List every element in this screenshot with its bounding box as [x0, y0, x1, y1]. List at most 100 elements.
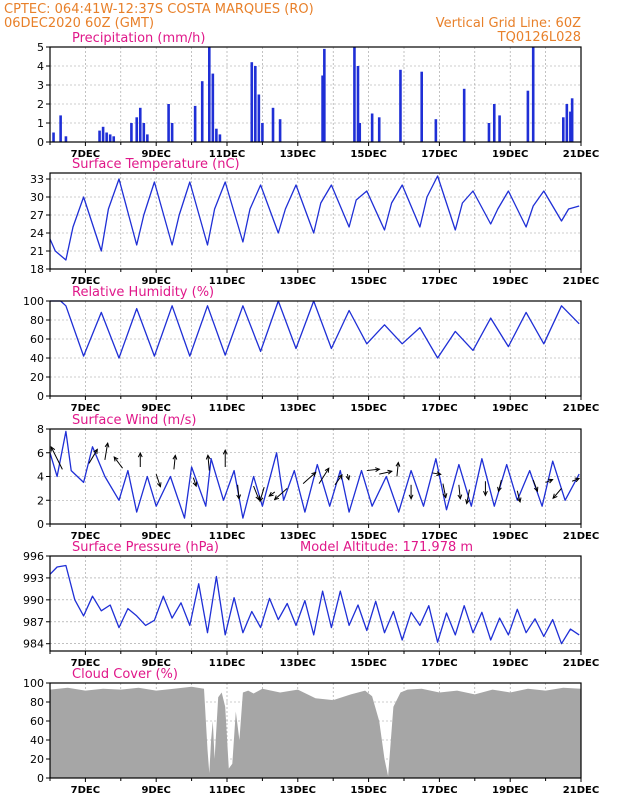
x-tick-label: 9DEC — [141, 785, 170, 796]
y-tick-label: 3 — [37, 79, 44, 92]
x-tick-label: 13DEC — [280, 149, 316, 160]
wind-arrow-head — [137, 451, 143, 458]
header-grid-note: Vertical Grid Line: 60Z — [436, 16, 581, 31]
wind-arrow — [205, 454, 211, 471]
wind-arrow-shaft — [302, 472, 317, 484]
wind-arrow — [442, 483, 448, 499]
x-tick-label: 19DEC — [492, 785, 528, 796]
wind-arrow-shaft — [237, 484, 240, 499]
wind-arrow — [172, 454, 178, 470]
wind-arrow-shaft — [207, 455, 210, 471]
wind-arrow — [345, 474, 351, 481]
wind-arrow-head — [104, 441, 110, 448]
y-tick-label: 21 — [30, 245, 44, 258]
wind-arrow-head — [457, 494, 463, 500]
plot-frame — [49, 46, 582, 143]
x-tick-label: 7DEC — [71, 149, 100, 160]
precip-bar — [112, 136, 116, 142]
wind-arrow-shaft — [396, 462, 399, 477]
wind-arrow-head — [268, 491, 274, 497]
wind-arrow — [113, 456, 123, 469]
precip-bar — [434, 119, 438, 142]
x-tick-label: 17DEC — [421, 658, 457, 669]
precip-bar — [570, 98, 574, 142]
wind-arrow-head — [375, 467, 381, 473]
wind-arrow-head — [442, 493, 448, 499]
wind-arrow-shaft — [458, 484, 461, 499]
y-tick-label: 993 — [23, 572, 44, 585]
wind-arrow-head — [516, 497, 522, 504]
precip-bar — [105, 132, 108, 142]
wind-arrow-head — [465, 499, 470, 505]
panel-cloud-cover: Cloud Cover (%) 0 20 40 60 80 100 7DEC 9DEC 11DE… — [23, 667, 599, 796]
wind-arrow — [465, 489, 470, 505]
wind-arrow-shaft — [532, 479, 538, 492]
wind-arrow — [571, 477, 581, 483]
wind-arrow — [155, 473, 162, 488]
y-tick-label: 100 — [23, 295, 44, 308]
x-tick-label: 21DEC — [563, 276, 599, 287]
precip-bar — [142, 123, 146, 142]
x-tick-label: 19DEC — [492, 403, 528, 414]
y-tick-label: 0 — [37, 390, 44, 403]
precip-bar — [569, 111, 572, 142]
panel-title: Surface Wind (m/s) — [72, 413, 196, 428]
precip-bar — [261, 123, 264, 142]
precip-bar — [356, 66, 360, 142]
plot-frame — [49, 172, 582, 270]
precip-bar — [108, 134, 112, 142]
x-tick-label: 7DEC — [71, 276, 100, 287]
wind-arrow-shaft — [50, 446, 63, 470]
precip-bar — [170, 123, 174, 142]
wind-arrow-head — [497, 486, 502, 493]
header-location: CPTEC: 064:41W-12:37S COSTA MARQUES (RO) — [4, 2, 314, 17]
precip-bar — [218, 134, 222, 142]
wind-arrow-head — [222, 449, 228, 455]
x-tick-label: 13DEC — [280, 658, 316, 669]
wind-arrow-shaft — [498, 479, 502, 492]
wind-arrow-head — [113, 456, 119, 462]
precip-bar — [193, 105, 197, 142]
x-tick-label: 19DEC — [492, 531, 528, 542]
x-tick-label: 13DEC — [280, 785, 316, 796]
panel-annotation: Model Altitude: 171.978 m — [300, 540, 473, 555]
wind-arrow-shaft — [466, 489, 470, 504]
wind-arrow-shaft — [552, 488, 562, 499]
series-line — [50, 300, 580, 359]
wind-arrow — [457, 484, 463, 500]
wind-arrow-shaft — [155, 473, 161, 487]
x-tick-label: 13DEC — [280, 403, 316, 414]
x-tick-label: 15DEC — [350, 531, 386, 542]
precip-bar — [64, 136, 68, 142]
wind-arrow-head — [436, 471, 442, 477]
plot-frame — [49, 682, 582, 779]
wind-arrow — [532, 479, 539, 493]
precip-bar — [420, 71, 423, 142]
wind-arrow-shaft — [274, 488, 288, 500]
x-tick-label: 11DEC — [209, 149, 245, 160]
wind-arrow — [334, 474, 343, 486]
wind-arrow-head — [93, 448, 98, 454]
wind-arrow-head — [387, 469, 393, 475]
wind-arrow — [395, 461, 401, 477]
wind-arrow-head — [50, 445, 56, 452]
y-tick-label: 4 — [37, 471, 44, 484]
x-tick-label: 17DEC — [421, 276, 457, 287]
precip-bar — [200, 81, 204, 142]
y-tick-label: 20 — [30, 371, 44, 384]
x-tick-label: 17DEC — [421, 531, 457, 542]
precip-bar — [492, 104, 496, 142]
y-tick-label: 984 — [23, 638, 44, 651]
wind-arrow — [302, 471, 317, 484]
precip-bar — [254, 66, 257, 142]
y-tick-label: 996 — [23, 550, 44, 563]
wind-arrow-shaft — [318, 467, 330, 484]
precip-bar — [399, 69, 402, 142]
wind-arrow-head — [273, 495, 280, 501]
y-tick-label: 8 — [37, 423, 44, 436]
header-model-code: TQ0126L028 — [497, 30, 581, 45]
plot-frame — [49, 555, 582, 652]
y-tick-label: 2 — [37, 98, 44, 111]
precip-bar — [353, 47, 356, 142]
y-tick-label: 27 — [30, 209, 44, 222]
